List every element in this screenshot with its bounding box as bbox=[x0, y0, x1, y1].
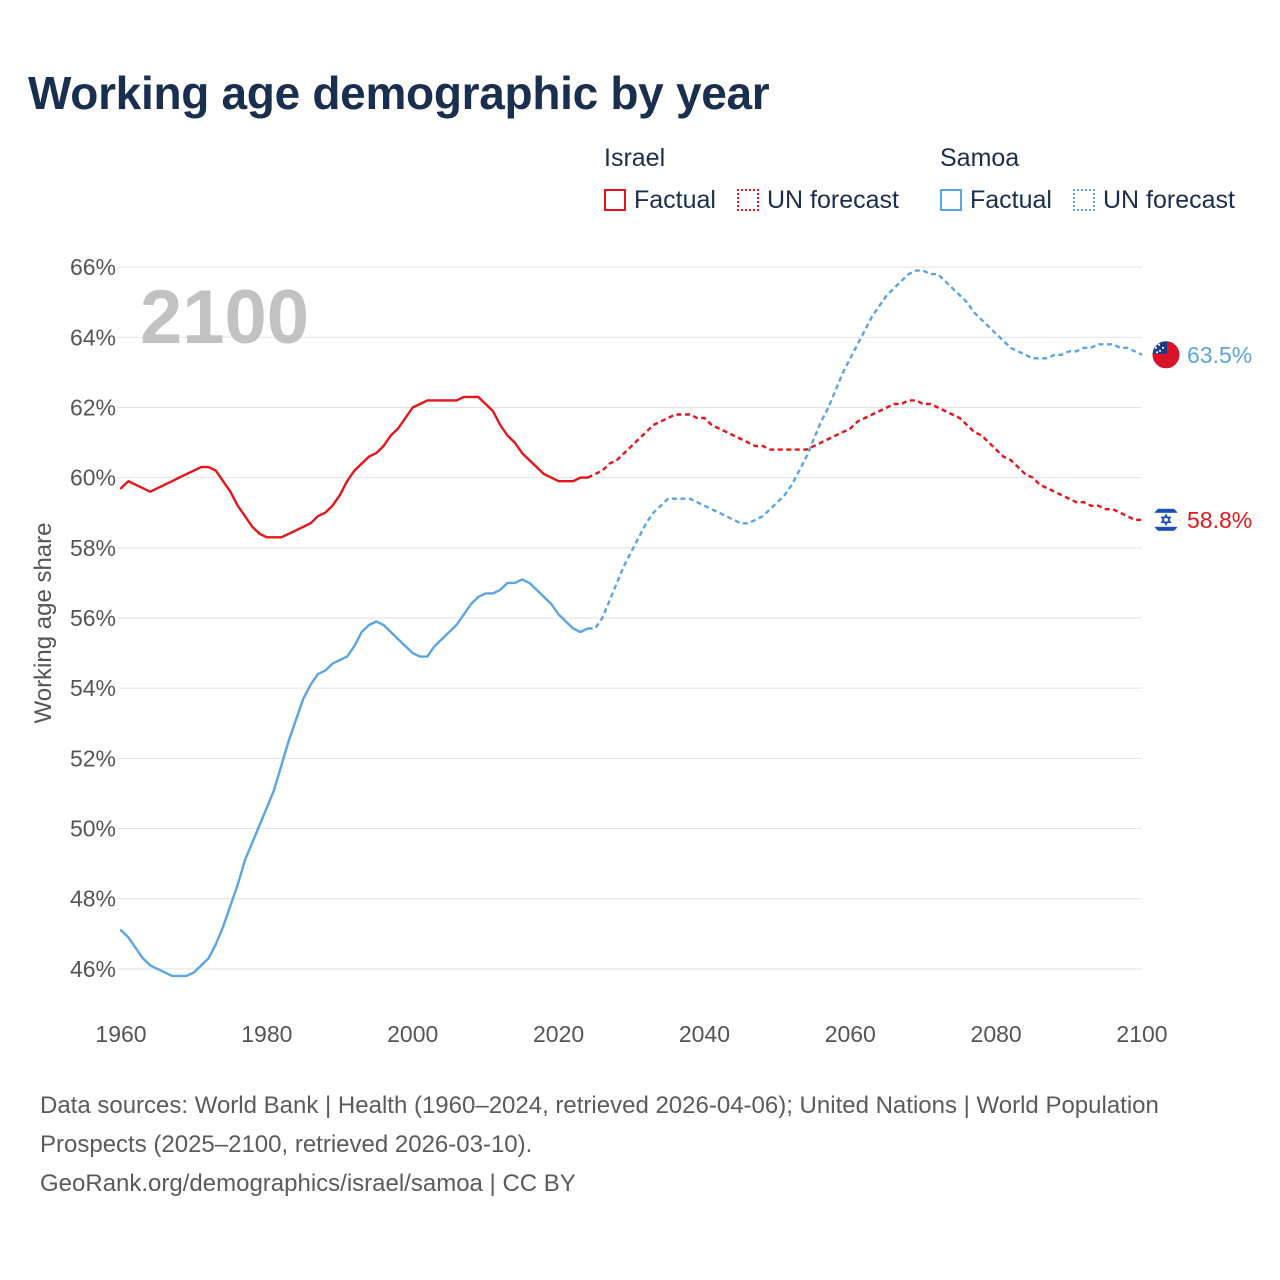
x-tick-label: 2080 bbox=[971, 1021, 1022, 1047]
sources-attribution[interactable]: GeoRank.org/demographics/israel/samoa | … bbox=[40, 1170, 576, 1197]
legend-group-israel: Israel bbox=[604, 144, 666, 172]
samoa-forecast-line bbox=[587, 269, 1143, 630]
samoa-flag-icon bbox=[1151, 340, 1181, 370]
flag-body bbox=[1152, 505, 1180, 534]
star-triangle bbox=[1160, 516, 1172, 527]
x-tick-label: 1980 bbox=[241, 1021, 292, 1047]
flag-stripe bbox=[1152, 526, 1180, 531]
legend-label: UN forecast bbox=[1103, 185, 1235, 214]
legend-samoa-forecast[interactable]: UN forecast bbox=[1073, 185, 1235, 215]
gridlines bbox=[118, 266, 1142, 970]
legend-israel-forecast[interactable]: UN forecast bbox=[737, 185, 899, 215]
y-tick-label: 46% bbox=[70, 956, 116, 982]
y-tick-label: 58% bbox=[70, 535, 116, 561]
x-axis-ticks: 1960 1980 2000 2020 2040 2060 2080 2100 bbox=[95, 1021, 1167, 1047]
year-watermark: 2100 bbox=[140, 275, 309, 360]
x-tick-label: 2000 bbox=[387, 1021, 438, 1047]
y-tick-label: 56% bbox=[70, 605, 116, 631]
flag-body bbox=[1152, 340, 1180, 369]
legend-swatch-solid-icon bbox=[940, 189, 962, 211]
flag-stripe bbox=[1152, 508, 1180, 513]
legend-label: Factual bbox=[634, 185, 716, 214]
flag-star bbox=[1161, 346, 1165, 349]
flag-star bbox=[1154, 346, 1158, 349]
line-chart: 2100 46% 48% 50% 52% 54% 56% 58% 60% 62% 64% 66% 1… bbox=[30, 254, 1252, 1047]
flag-ring bbox=[1151, 340, 1181, 370]
israel-forecast-line bbox=[587, 399, 1142, 521]
x-tick-label: 2020 bbox=[533, 1021, 584, 1047]
x-tick-label: 2100 bbox=[1116, 1021, 1167, 1047]
y-axis-ticks: 46% 48% 50% 52% 54% 56% 58% 60% 62% 64% 66% bbox=[70, 254, 116, 982]
flag-star bbox=[1157, 343, 1161, 346]
y-tick-label: 64% bbox=[70, 324, 116, 350]
legend-swatch-solid-icon bbox=[604, 189, 626, 211]
legend-samoa-factual[interactable]: Factual bbox=[940, 185, 1052, 215]
data-sources: Data sources: World Bank | Health (1960–… bbox=[40, 1086, 1220, 1203]
end-labels: 58.8% 63.5% bbox=[1151, 340, 1252, 535]
flag-star bbox=[1155, 351, 1159, 354]
y-tick-label: 48% bbox=[70, 886, 116, 912]
star-triangle bbox=[1160, 513, 1172, 523]
y-tick-label: 50% bbox=[70, 816, 116, 842]
flag-ring bbox=[1151, 505, 1181, 535]
y-axis-label: Working age share bbox=[30, 523, 57, 724]
legend-label: Factual bbox=[970, 185, 1052, 214]
x-tick-label: 2060 bbox=[825, 1021, 876, 1047]
y-tick-label: 62% bbox=[70, 394, 116, 420]
israel-factual-line bbox=[119, 395, 589, 539]
israel-end-value: 58.8% bbox=[1187, 507, 1252, 533]
legend-label: UN forecast bbox=[767, 185, 899, 214]
x-tick-label: 1960 bbox=[95, 1021, 146, 1047]
flag-star bbox=[1158, 349, 1162, 352]
chart-title: Working age demographic by year bbox=[28, 67, 770, 119]
sources-text: Data sources: World Bank | Health (1960–… bbox=[40, 1092, 1159, 1158]
samoa-end-value: 63.5% bbox=[1187, 342, 1252, 368]
series-lines bbox=[119, 269, 1143, 978]
legend-group-samoa: Samoa bbox=[940, 144, 1020, 172]
y-tick-label: 52% bbox=[70, 745, 116, 771]
israel-flag-icon bbox=[1151, 505, 1181, 535]
y-tick-label: 66% bbox=[70, 254, 116, 280]
x-tick-label: 2040 bbox=[679, 1021, 730, 1047]
legend-swatch-dotted-icon bbox=[737, 189, 759, 211]
legend-swatch-dotted-icon bbox=[1073, 189, 1095, 211]
y-tick-label: 54% bbox=[70, 675, 116, 701]
samoa-factual-line bbox=[119, 578, 589, 978]
y-tick-label: 60% bbox=[70, 465, 116, 491]
legend-israel-factual[interactable]: Factual bbox=[604, 185, 716, 215]
